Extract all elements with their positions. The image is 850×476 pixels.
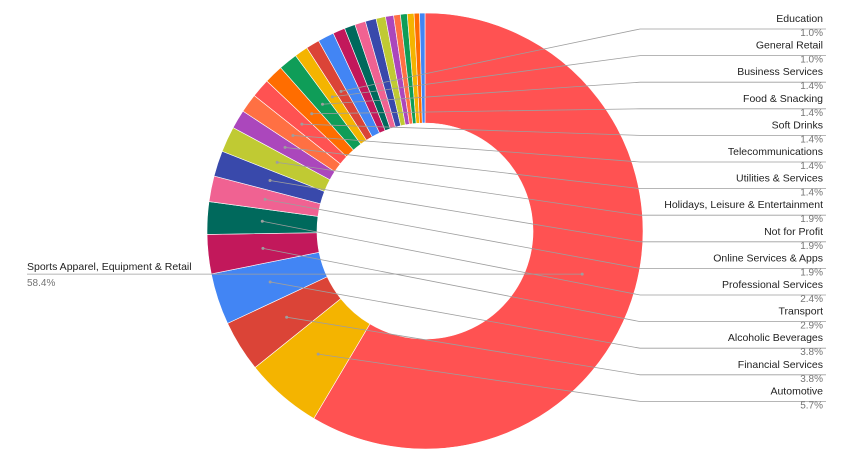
leader-line-automotive <box>318 353 826 402</box>
label-professional-services: Professional Services <box>722 279 823 291</box>
label-utilities-services: Utilities & Services <box>736 173 823 185</box>
label-food-snacking: Food & Snacking <box>743 93 823 105</box>
label-financial-services: Financial Services <box>738 359 823 371</box>
leader-line-professional-services <box>262 220 826 296</box>
value-label-soft-drinks: 1.4% <box>800 134 823 145</box>
value-label-telecommunications: 1.4% <box>800 161 823 172</box>
leader-line-utilities-services <box>285 147 826 190</box>
value-label-education: 1.0% <box>800 28 823 39</box>
leader-line-general-retail <box>332 55 826 98</box>
leader-line-transport <box>262 248 826 323</box>
leader-line-food-snacking <box>311 108 826 115</box>
value-label-not-for-profit: 1.9% <box>800 241 823 252</box>
value-label-automotive: 5.7% <box>800 400 823 411</box>
value-label-transport: 2.9% <box>800 321 823 332</box>
label-business-services: Business Services <box>737 66 823 78</box>
label-education: Education <box>776 13 823 25</box>
value-label-business-services: 1.4% <box>800 81 823 92</box>
slice-sports-apparel-equipment-retail <box>313 12 644 450</box>
value-label-utilities-services: 1.4% <box>800 188 823 199</box>
label-sports-apparel-equipment-retail: Sports Apparel, Equipment & Retail <box>27 261 192 273</box>
value-label-professional-services: 2.4% <box>800 294 823 305</box>
leader-line-not-for-profit <box>269 180 826 243</box>
slice-unlabeled-27 <box>419 12 426 124</box>
value-label-sports-apparel-equipment-retail: 58.4% <box>27 278 55 289</box>
leader-line-education <box>340 28 826 92</box>
label-not-for-profit: Not for Profit <box>764 226 823 238</box>
value-label-financial-services: 3.8% <box>800 374 823 385</box>
value-label-holidays-leisure-entertainment: 1.9% <box>800 214 823 225</box>
label-soft-drinks: Soft Drinks <box>772 119 823 131</box>
label-online-services-apps: Online Services & Apps <box>713 252 823 264</box>
leader-line-online-services-apps <box>265 198 826 269</box>
label-alcoholic-beverages: Alcoholic Beverages <box>728 332 823 344</box>
value-label-general-retail: 1.0% <box>800 55 823 66</box>
label-general-retail: General Retail <box>756 40 823 52</box>
value-label-alcoholic-beverages: 3.8% <box>800 347 823 358</box>
value-label-food-snacking: 1.4% <box>800 108 823 119</box>
value-label-online-services-apps: 1.9% <box>800 267 823 278</box>
slice-group <box>206 12 644 450</box>
label-telecommunications: Telecommunications <box>728 146 823 158</box>
label-automotive: Automotive <box>770 385 823 397</box>
leader-line-alcoholic-beverages <box>270 281 826 349</box>
leader-line-business-services <box>322 81 826 105</box>
label-transport: Transport <box>778 306 823 318</box>
leader-line-financial-services <box>286 316 826 376</box>
label-holidays-leisure-entertainment: Holidays, Leisure & Entertainment <box>664 199 823 211</box>
leader-line-holidays-leisure-entertainment <box>277 162 826 216</box>
leader-line-soft-drinks <box>301 123 826 136</box>
leader-line-telecommunications <box>292 135 826 163</box>
